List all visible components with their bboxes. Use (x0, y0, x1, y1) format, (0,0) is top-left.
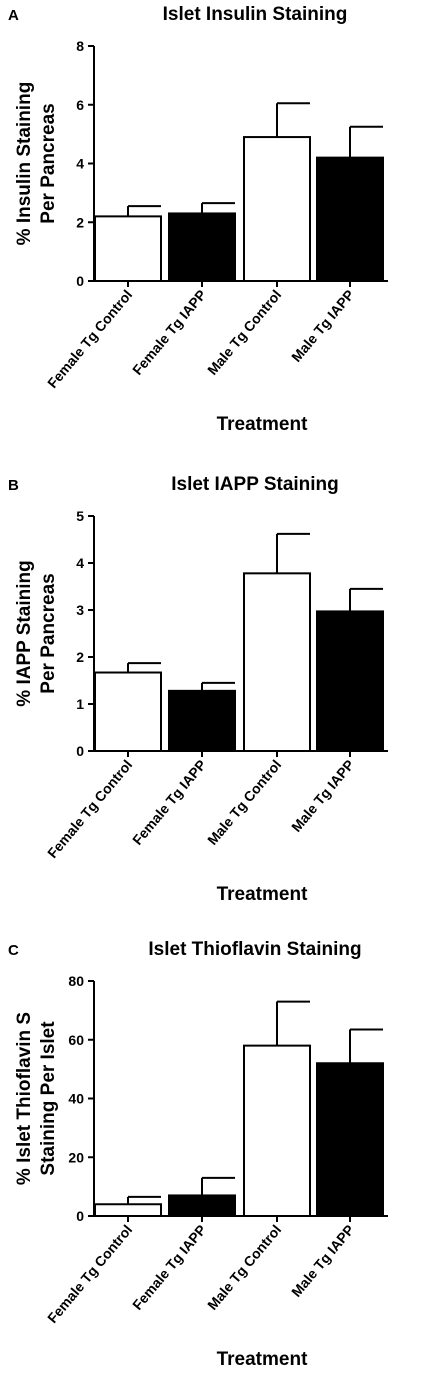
y-axis-title-line: % Insulin Staining (14, 82, 35, 246)
bar (243, 136, 311, 282)
y-axis-title: % Islet Thioflavin S Staining Per Islet (14, 1012, 59, 1185)
y-axis-title: % IAPP Staining Per Pancreas (14, 560, 59, 706)
chart-panel-c: C Islet Thioflavin Staining 0 20 40 60 80 % Isl… (0, 935, 439, 1395)
x-category-label: Male Tg Control (204, 757, 284, 848)
panel-letter: B (8, 477, 19, 494)
bar (94, 1203, 162, 1217)
bar (243, 1044, 311, 1217)
x-category-label: Male Tg Control (204, 1222, 284, 1313)
insulin-staining-chart: A Islet Insulin Staining 0 2 4 6 8 % Insulin St… (8, 4, 388, 435)
bar (243, 572, 311, 752)
x-category-label: Female Tg Control (44, 287, 135, 391)
chart-title: Islet Insulin Staining (163, 4, 348, 25)
y-tick-label: 0 (76, 273, 84, 289)
y-axis-title-line: Per Pancreas (38, 103, 59, 223)
y-tick-label: 60 (68, 1032, 84, 1048)
y-axis-title-line: Per Pancreas (38, 573, 59, 693)
y-axis-title-line: % IAPP Staining (14, 560, 35, 706)
y-tick-label: 3 (76, 602, 84, 618)
x-category-label: Female Tg Control (44, 757, 135, 861)
panel-letter: C (8, 942, 19, 959)
y-tick-label: 2 (76, 649, 84, 665)
bar (94, 215, 162, 282)
x-axis-title: Treatment (217, 884, 308, 905)
bar (168, 689, 236, 752)
y-axis-title-line: Staining Per Islet (38, 1021, 59, 1176)
x-category-label: Female Tg IAPP (129, 287, 209, 378)
y-tick-label: 1 (76, 696, 84, 712)
y-axis-title-line: % Islet Thioflavin S (14, 1012, 35, 1185)
y-tick-label: 2 (76, 214, 84, 230)
x-category-label: Male Tg Control (204, 287, 284, 378)
bar (94, 671, 162, 752)
x-axis-title: Treatment (217, 414, 308, 435)
y-tick-label: 8 (76, 38, 84, 54)
x-category-label: Male Tg IAPP (288, 287, 357, 365)
y-tick-label: 20 (68, 1149, 84, 1165)
thioflavin-staining-chart: C Islet Thioflavin Staining 0 20 40 60 80 % Isl… (8, 939, 388, 1370)
x-category-label: Female Tg Control (44, 1222, 135, 1326)
y-tick-label: 4 (76, 555, 84, 571)
panel-letter: A (8, 7, 19, 24)
y-tick-label: 6 (76, 97, 84, 113)
chart-panel-b: B Islet IAPP Staining 0 1 2 3 4 5 % IAPP Stainin… (0, 470, 439, 930)
bar (316, 610, 384, 752)
x-category-label: Female Tg IAPP (129, 757, 209, 848)
y-tick-label: 40 (68, 1091, 84, 1107)
x-category-label: Male Tg IAPP (288, 757, 357, 835)
y-tick-label: 0 (76, 743, 84, 759)
x-category-label: Female Tg IAPP (129, 1222, 209, 1313)
y-axis-title: % Insulin Staining Per Pancreas (14, 82, 59, 246)
x-axis-title: Treatment (217, 1349, 308, 1370)
x-category-label: Male Tg IAPP (288, 1222, 357, 1300)
bar (168, 1194, 236, 1217)
bar (168, 212, 236, 282)
y-tick-label: 5 (76, 508, 84, 524)
chart-title: Islet Thioflavin Staining (148, 939, 361, 960)
bar (316, 156, 384, 282)
y-tick-label: 4 (76, 156, 84, 172)
y-tick-label: 80 (68, 973, 84, 989)
chart-title: Islet IAPP Staining (171, 474, 339, 495)
y-tick-label: 0 (76, 1208, 84, 1224)
chart-panel-a: A Islet Insulin Staining 0 2 4 6 8 % Insulin St… (0, 0, 439, 460)
iapp-staining-chart: B Islet IAPP Staining 0 1 2 3 4 5 % IAPP Stainin… (8, 474, 388, 905)
bar (316, 1062, 384, 1217)
